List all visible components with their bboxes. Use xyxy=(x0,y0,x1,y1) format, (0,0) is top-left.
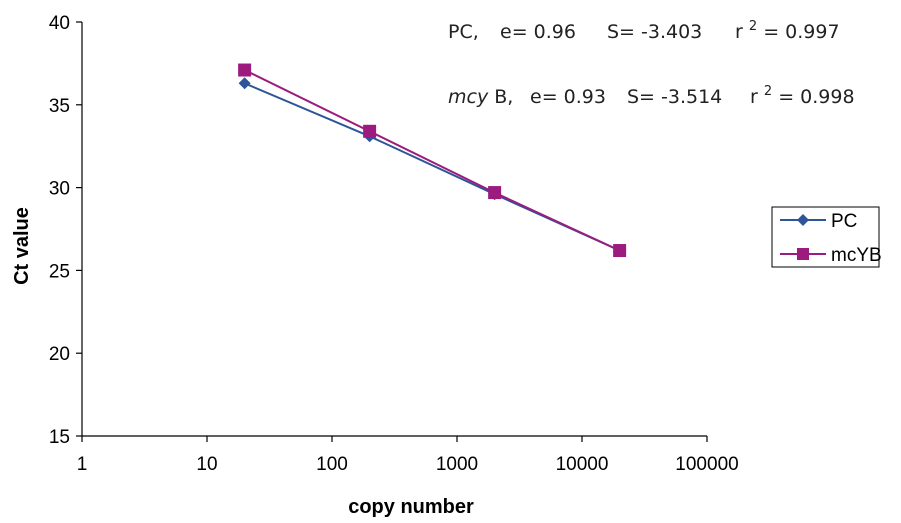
x-tick-label-1000: 1000 xyxy=(436,454,478,475)
legend-mcyb-marker xyxy=(797,248,809,260)
annotation-mcyb-r-sup: 2 xyxy=(764,84,772,99)
y-tick-label-20: 20 xyxy=(49,344,70,365)
y-tick-label-35: 35 xyxy=(49,96,70,117)
y-tick-label-30: 30 xyxy=(49,179,70,200)
legend-box xyxy=(771,206,880,268)
annotation-mcyb-r-val: = 0.998 xyxy=(778,86,854,108)
y-tick-label-15: 15 xyxy=(49,427,70,448)
annotation-pc: PC, e= 0.96 S= -3.403 r 2 = 0.997 xyxy=(448,13,840,43)
x-axis-title: copy number xyxy=(348,496,474,518)
legend: PC mcYB xyxy=(771,206,882,268)
series-layer xyxy=(238,63,627,258)
series-line-mcyb xyxy=(244,69,621,252)
annotation-pc-r-sup: 2 xyxy=(749,19,757,34)
x-tick-label-100000: 100000 xyxy=(675,454,738,475)
x-ticks: 1 10 100 1000 10000 100000 xyxy=(77,436,739,475)
annotation-mcyb-e: e= 0.93 xyxy=(530,86,606,108)
data-point-mcyb-2000 xyxy=(488,186,502,200)
x-tick-label-1: 1 xyxy=(77,454,88,475)
data-point-mcyb-20000 xyxy=(613,244,627,258)
annotation-mcyb: mcy B, e= 0.93 S= -3.514 r 2 = 0.998 xyxy=(448,78,855,108)
legend-entry-mcyb: mcYB xyxy=(780,245,882,266)
annotation-pc-r: r xyxy=(735,21,743,43)
legend-mcyb-label: mcYB xyxy=(831,245,882,266)
annotation-pc-name: PC, xyxy=(448,21,479,43)
annotation-mcyb-s: S= -3.514 xyxy=(627,86,722,108)
y-tick-label-40: 40 xyxy=(49,13,70,34)
data-point-mcyb-200 xyxy=(363,124,377,138)
y-axis-title: Ct value xyxy=(11,207,33,285)
x-tick-label-10000: 10000 xyxy=(556,454,609,475)
x-tick-label-10: 10 xyxy=(196,454,217,475)
data-point-pc-20 xyxy=(238,77,251,90)
annotation-pc-r-val: = 0.997 xyxy=(763,21,839,43)
legend-pc-marker xyxy=(797,214,809,226)
x-tick-label-100: 100 xyxy=(316,454,348,475)
legend-entry-pc: PC xyxy=(780,211,857,232)
y-tick-label-25: 25 xyxy=(49,261,70,282)
annotation-mcyb-name-rest: B, xyxy=(494,86,513,108)
legend-pc-label: PC xyxy=(831,211,857,232)
data-point-mcyb-20 xyxy=(238,63,252,77)
annotation-mcyb-name-italic: mcy xyxy=(448,86,489,108)
annotation-mcyb-r: r xyxy=(750,86,758,108)
y-ticks: 15 20 25 30 35 40 xyxy=(49,13,82,448)
annotation-pc-s: S= -3.403 xyxy=(607,21,702,43)
annotation-pc-e: e= 0.96 xyxy=(500,21,576,43)
